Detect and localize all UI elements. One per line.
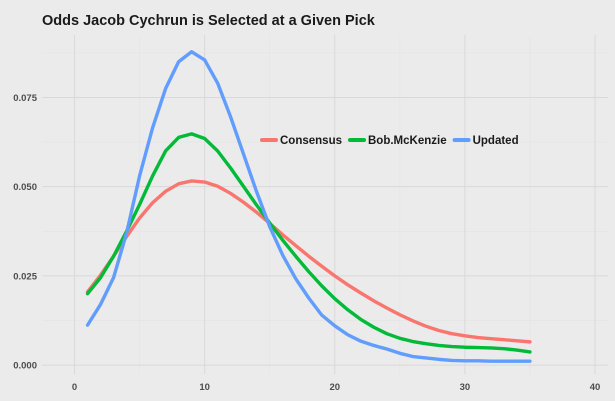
- legend-label-bob-mckenzie: Bob.McKenzie: [368, 135, 447, 147]
- y-tick-label: 0.025: [13, 271, 37, 282]
- y-tick-label: 0.000: [13, 361, 37, 372]
- legend-label-consensus: Consensus: [280, 135, 342, 147]
- y-tick-label: 0.075: [13, 93, 37, 104]
- legend: Consensus Bob.McKenzie Updated: [260, 135, 519, 147]
- grid: [42, 35, 608, 374]
- axis-ticks: 0 10 20 30 40 0.000 0.025 0.050 0.075: [13, 93, 600, 393]
- x-tick-label: 10: [199, 382, 210, 393]
- x-tick-label: 30: [460, 382, 471, 393]
- legend-label-updated: Updated: [473, 135, 519, 147]
- series-lines: [85, 50, 532, 363]
- chart-title: Odds Jacob Cychrun is Selected at a Give…: [42, 13, 376, 29]
- series-line-bob-mckenzie: [85, 132, 532, 354]
- x-tick-label: 0: [72, 382, 77, 393]
- series-line-updated: [85, 50, 532, 363]
- series-line-consensus: [85, 179, 532, 344]
- y-tick-label: 0.050: [13, 182, 37, 193]
- x-tick-label: 40: [590, 382, 601, 393]
- x-tick-label: 20: [329, 382, 340, 393]
